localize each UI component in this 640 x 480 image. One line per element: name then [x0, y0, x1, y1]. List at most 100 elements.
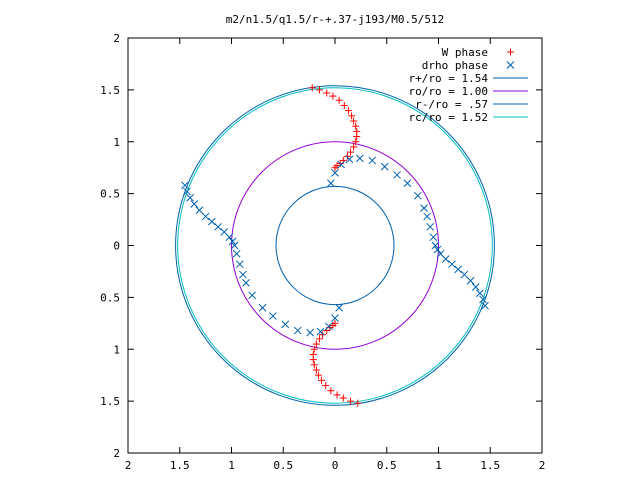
- marker-stroke: [441, 255, 450, 263]
- y-tick-label: 2: [113, 32, 120, 45]
- marker-stroke: [393, 171, 401, 179]
- marker-stroke: [420, 204, 428, 213]
- drho-phase-point: [293, 326, 302, 335]
- w-phase-point: [350, 117, 358, 125]
- marker-stroke: [186, 193, 194, 202]
- marker-stroke: [190, 200, 199, 208]
- marker-stroke: [471, 283, 480, 291]
- marker-stroke: [316, 327, 325, 336]
- marker-stroke: [433, 245, 442, 254]
- marker-stroke: [201, 212, 210, 221]
- marker-stroke: [331, 314, 339, 322]
- w-phase-point: [322, 382, 330, 390]
- y-tick-label: 1.5: [100, 84, 120, 97]
- w-phase-point: [315, 86, 323, 94]
- w-phase-point: [347, 148, 355, 156]
- w-phase-point: [343, 152, 351, 160]
- drho-phase-point: [460, 270, 469, 279]
- drho-phase-point: [235, 260, 244, 269]
- x-tick-label: 2: [125, 459, 132, 472]
- marker-stroke: [403, 179, 412, 188]
- drho-phase-point: [335, 303, 343, 312]
- drho-phase-point: [481, 301, 489, 310]
- drho-phase-point: [436, 249, 445, 258]
- w-phase-point: [348, 112, 356, 120]
- marker-stroke: [355, 154, 364, 163]
- w-phase-point: [331, 319, 339, 327]
- drho-phase-point: [429, 233, 438, 242]
- marker-stroke: [481, 301, 489, 310]
- x-tick-label: 0.5: [377, 459, 397, 472]
- w-phase-point: [315, 335, 323, 343]
- marker-stroke: [331, 169, 339, 177]
- x-tick-label: 0: [332, 459, 339, 472]
- marker-stroke: [476, 289, 484, 298]
- y-tick-label: 2: [113, 447, 120, 460]
- marker-stroke: [426, 222, 435, 231]
- w-phase-point: [318, 376, 326, 384]
- axis-ticks: 2 1.5 1 0.5 0 0.5 1 1.5 221.510.500.511.52: [100, 32, 545, 472]
- marker-stroke: [235, 260, 244, 269]
- drho-phase-point: [281, 320, 290, 329]
- w-phase-point: [327, 387, 335, 395]
- marker-stroke: [281, 320, 290, 329]
- drho-phase-point: [316, 327, 325, 336]
- y-tick-label: 1: [113, 136, 120, 149]
- marker-stroke: [454, 265, 463, 274]
- drho-phase-point: [466, 276, 475, 285]
- w-phase-point: [354, 399, 362, 407]
- drho-phase-point: [476, 289, 484, 298]
- legend-marker: [506, 61, 515, 69]
- marker-stroke: [214, 222, 222, 231]
- w-phase-point: [308, 84, 316, 92]
- drho-phase-point: [186, 193, 194, 202]
- w-phase-point: [319, 331, 327, 339]
- marker-stroke: [228, 237, 237, 246]
- marker-stroke: [448, 260, 456, 269]
- marker-stroke: [225, 233, 234, 242]
- drho-phase-point: [258, 303, 267, 312]
- x-tick-label: 1.5: [170, 459, 190, 472]
- legend-label: W phase: [442, 46, 488, 59]
- y-tick-label: 1: [113, 343, 120, 356]
- radius-circle: [231, 141, 439, 350]
- w-phase-point: [310, 345, 318, 353]
- drho-phase-point: [423, 212, 431, 221]
- y-tick-label: 0: [113, 240, 120, 253]
- w-phase-point: [323, 89, 331, 97]
- drho-phase-point: [413, 191, 422, 200]
- drho-phase-point: [195, 206, 204, 215]
- marker-stroke: [335, 303, 343, 312]
- marker-stroke: [230, 241, 239, 250]
- drho-phase-point: [190, 200, 199, 208]
- marker-stroke: [220, 228, 229, 236]
- legend-label: r+/ro = 1.54: [409, 72, 489, 85]
- chart-title: m2/n1.5/q1.5/r-+.37-j193/M0.5/512: [226, 13, 445, 26]
- drho-phase-point: [230, 241, 239, 250]
- marker-stroke: [460, 270, 469, 279]
- w-phase-point: [314, 371, 322, 379]
- marker-stroke: [479, 295, 487, 304]
- marker-stroke: [380, 162, 389, 171]
- marker-stroke: [248, 291, 257, 300]
- drho-phase-point: [269, 312, 277, 320]
- w-phase-point: [310, 361, 318, 369]
- drho-phase-point: [324, 322, 333, 331]
- x-tick-label: 1.5: [480, 459, 500, 472]
- drho-phase-point: [306, 328, 315, 337]
- marker-stroke: [306, 328, 315, 337]
- drho-phase-point: [403, 179, 412, 188]
- marker-stroke: [368, 156, 377, 165]
- w-phase-point: [347, 397, 355, 405]
- marker-stroke: [413, 191, 422, 200]
- legend-label: drho phase: [422, 59, 488, 72]
- marker-stroke: [242, 278, 250, 287]
- marker-stroke: [239, 270, 247, 279]
- w-phase-point: [352, 138, 360, 146]
- marker-stroke: [506, 61, 515, 69]
- legend-label: r-/ro = .57: [415, 98, 488, 111]
- drho-phase-point: [337, 160, 346, 169]
- legend-label: rc/ro = 1.52: [409, 111, 488, 124]
- drho-phase-point: [239, 270, 247, 279]
